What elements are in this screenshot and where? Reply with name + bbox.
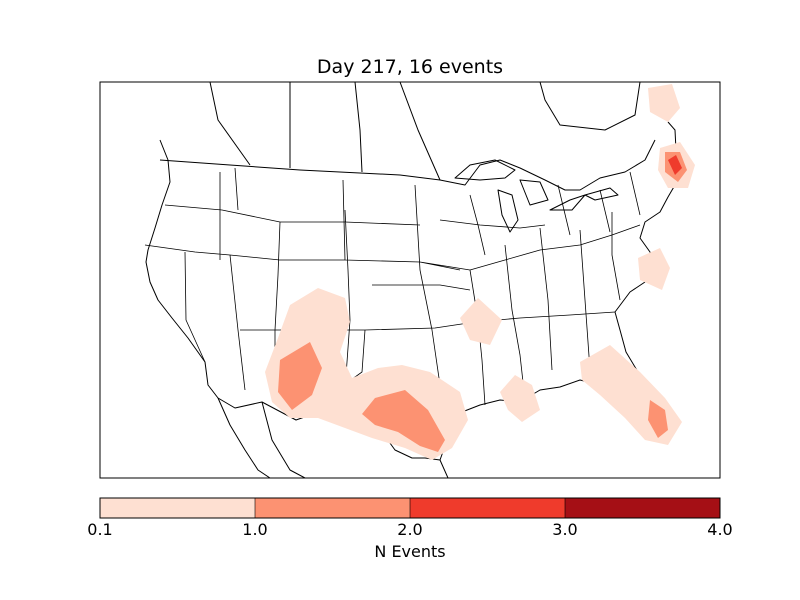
state-lines xyxy=(144,167,641,406)
map-frame xyxy=(99,81,721,479)
colorbar-tick-3: 3.0 xyxy=(552,520,578,539)
colorbar-tick-2: 2.0 xyxy=(397,520,423,539)
colorbar-segment-3 xyxy=(565,498,720,518)
canada-border xyxy=(159,139,656,191)
colorbar-segment-0 xyxy=(100,498,255,518)
colorbar-label: N Events xyxy=(374,542,446,561)
colorbar xyxy=(99,497,721,519)
colorbar-tick-0: 0.1 xyxy=(87,520,113,539)
colorbar-segment-2 xyxy=(410,498,565,518)
colorbar-segment-1 xyxy=(255,498,410,518)
great-lakes xyxy=(454,159,619,233)
canada-provinces xyxy=(209,82,641,181)
mexico-outline xyxy=(217,397,449,478)
colorbar-tick-4: 4.0 xyxy=(707,520,733,539)
colorbar-frame xyxy=(99,497,721,519)
density-level-low xyxy=(265,84,695,460)
colorbar-tick-1: 1.0 xyxy=(242,520,268,539)
map-title: Day 217, 16 events xyxy=(316,56,504,78)
density-level-high xyxy=(668,155,682,175)
